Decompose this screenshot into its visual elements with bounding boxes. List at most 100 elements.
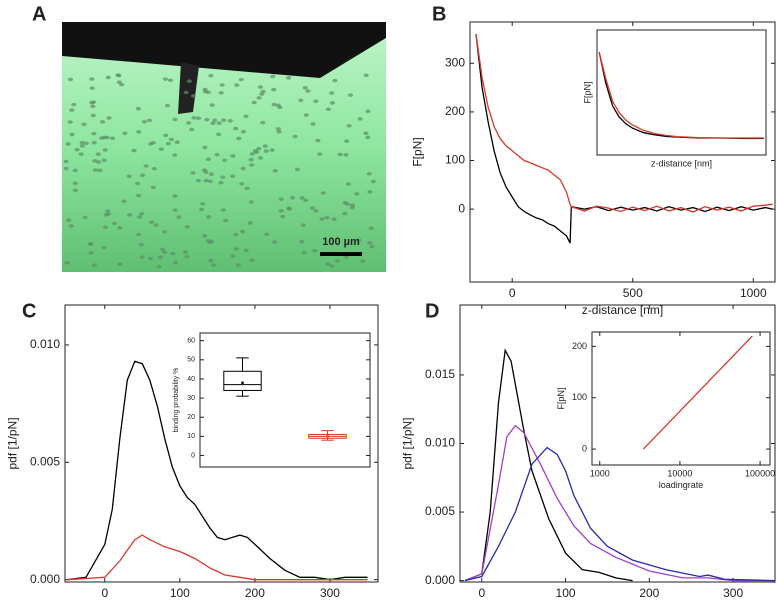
data-line (67, 360, 368, 581)
y-tick-label: 0.000 (425, 573, 455, 587)
cell (162, 77, 169, 81)
cell (334, 259, 340, 263)
cell (186, 79, 192, 83)
y-axis-label: binding probability % (173, 368, 180, 433)
data-line (67, 534, 368, 581)
cell (111, 221, 118, 226)
cell (202, 145, 208, 150)
cell (272, 240, 278, 244)
cell (117, 226, 123, 230)
cell (69, 108, 75, 112)
cell (99, 120, 106, 124)
cell (101, 245, 107, 250)
cell (310, 122, 316, 126)
cell (356, 238, 362, 242)
panel-label: C (22, 300, 36, 322)
y-axis-label: pdf [1/pN] (6, 417, 20, 469)
plot-frame (469, 21, 776, 283)
cell (71, 102, 77, 107)
y-tick-label: 0.000 (30, 572, 60, 586)
cell (365, 109, 371, 114)
cell (230, 154, 236, 158)
cell (72, 188, 78, 193)
cell (212, 118, 218, 123)
cell (234, 83, 240, 87)
cell (202, 234, 208, 238)
data-line (464, 446, 776, 582)
cell (303, 198, 309, 203)
cell (167, 78, 174, 83)
cell (109, 136, 116, 140)
data-line (475, 34, 773, 213)
cell (240, 129, 247, 134)
cell (203, 178, 209, 183)
cell (357, 117, 363, 121)
plot-frame (596, 29, 767, 156)
cell (329, 91, 335, 95)
cell (191, 116, 197, 120)
chart: B 0 500 1000 0 100 200 300 z-distance [nm] F[pN] (411, 3, 776, 317)
cell (200, 201, 206, 206)
cell (286, 206, 292, 210)
cell (208, 73, 214, 78)
cell (320, 191, 326, 195)
panel-label: B (432, 3, 446, 25)
cell (243, 248, 249, 253)
cell (315, 138, 321, 143)
cell (275, 127, 281, 131)
cell (136, 193, 142, 198)
x-axis-label: loadingrate (659, 480, 704, 490)
cell (276, 130, 282, 134)
cantilever-tip (178, 62, 199, 114)
cell (259, 92, 265, 96)
cell (244, 186, 250, 191)
cell (136, 232, 142, 237)
cell (168, 137, 175, 142)
cell (233, 126, 239, 131)
cell (63, 159, 69, 164)
cell (234, 247, 240, 251)
cell (102, 225, 109, 230)
cell (138, 242, 145, 247)
cell (184, 225, 190, 229)
cell (363, 131, 369, 136)
x-tick-label: 200 (639, 586, 659, 600)
cell (354, 192, 360, 196)
cell (360, 259, 366, 264)
cell (99, 136, 105, 140)
y-axis-label: pdf [1/pN] (401, 417, 415, 469)
cell (313, 99, 319, 104)
cell (220, 118, 227, 122)
cell (337, 152, 343, 157)
cell (89, 77, 95, 81)
cell (174, 140, 180, 145)
cell (218, 180, 224, 185)
cell (220, 175, 226, 180)
cell (127, 212, 133, 217)
cell (190, 171, 196, 175)
cell (90, 113, 96, 118)
cell (239, 229, 246, 234)
cell (89, 100, 95, 105)
cell (349, 205, 355, 210)
cell (367, 241, 373, 245)
cell (325, 107, 331, 112)
cell (172, 153, 178, 157)
y-tick-label: 30 (187, 395, 195, 402)
cell (256, 146, 262, 151)
x-tick-label: 300 (320, 586, 340, 600)
x-tick-label: 300 (723, 586, 743, 600)
x-tick-label: 500 (623, 286, 643, 300)
cell (198, 207, 205, 212)
cell (176, 215, 182, 219)
cell (195, 178, 202, 183)
x-tick-label: 100 (556, 586, 576, 600)
cell (189, 127, 195, 132)
cell (210, 121, 216, 126)
cell (79, 144, 85, 148)
x-tick-label: 0 (101, 586, 108, 600)
cell (205, 157, 212, 162)
cell (172, 208, 178, 212)
y-tick-label: 0 (191, 452, 195, 459)
